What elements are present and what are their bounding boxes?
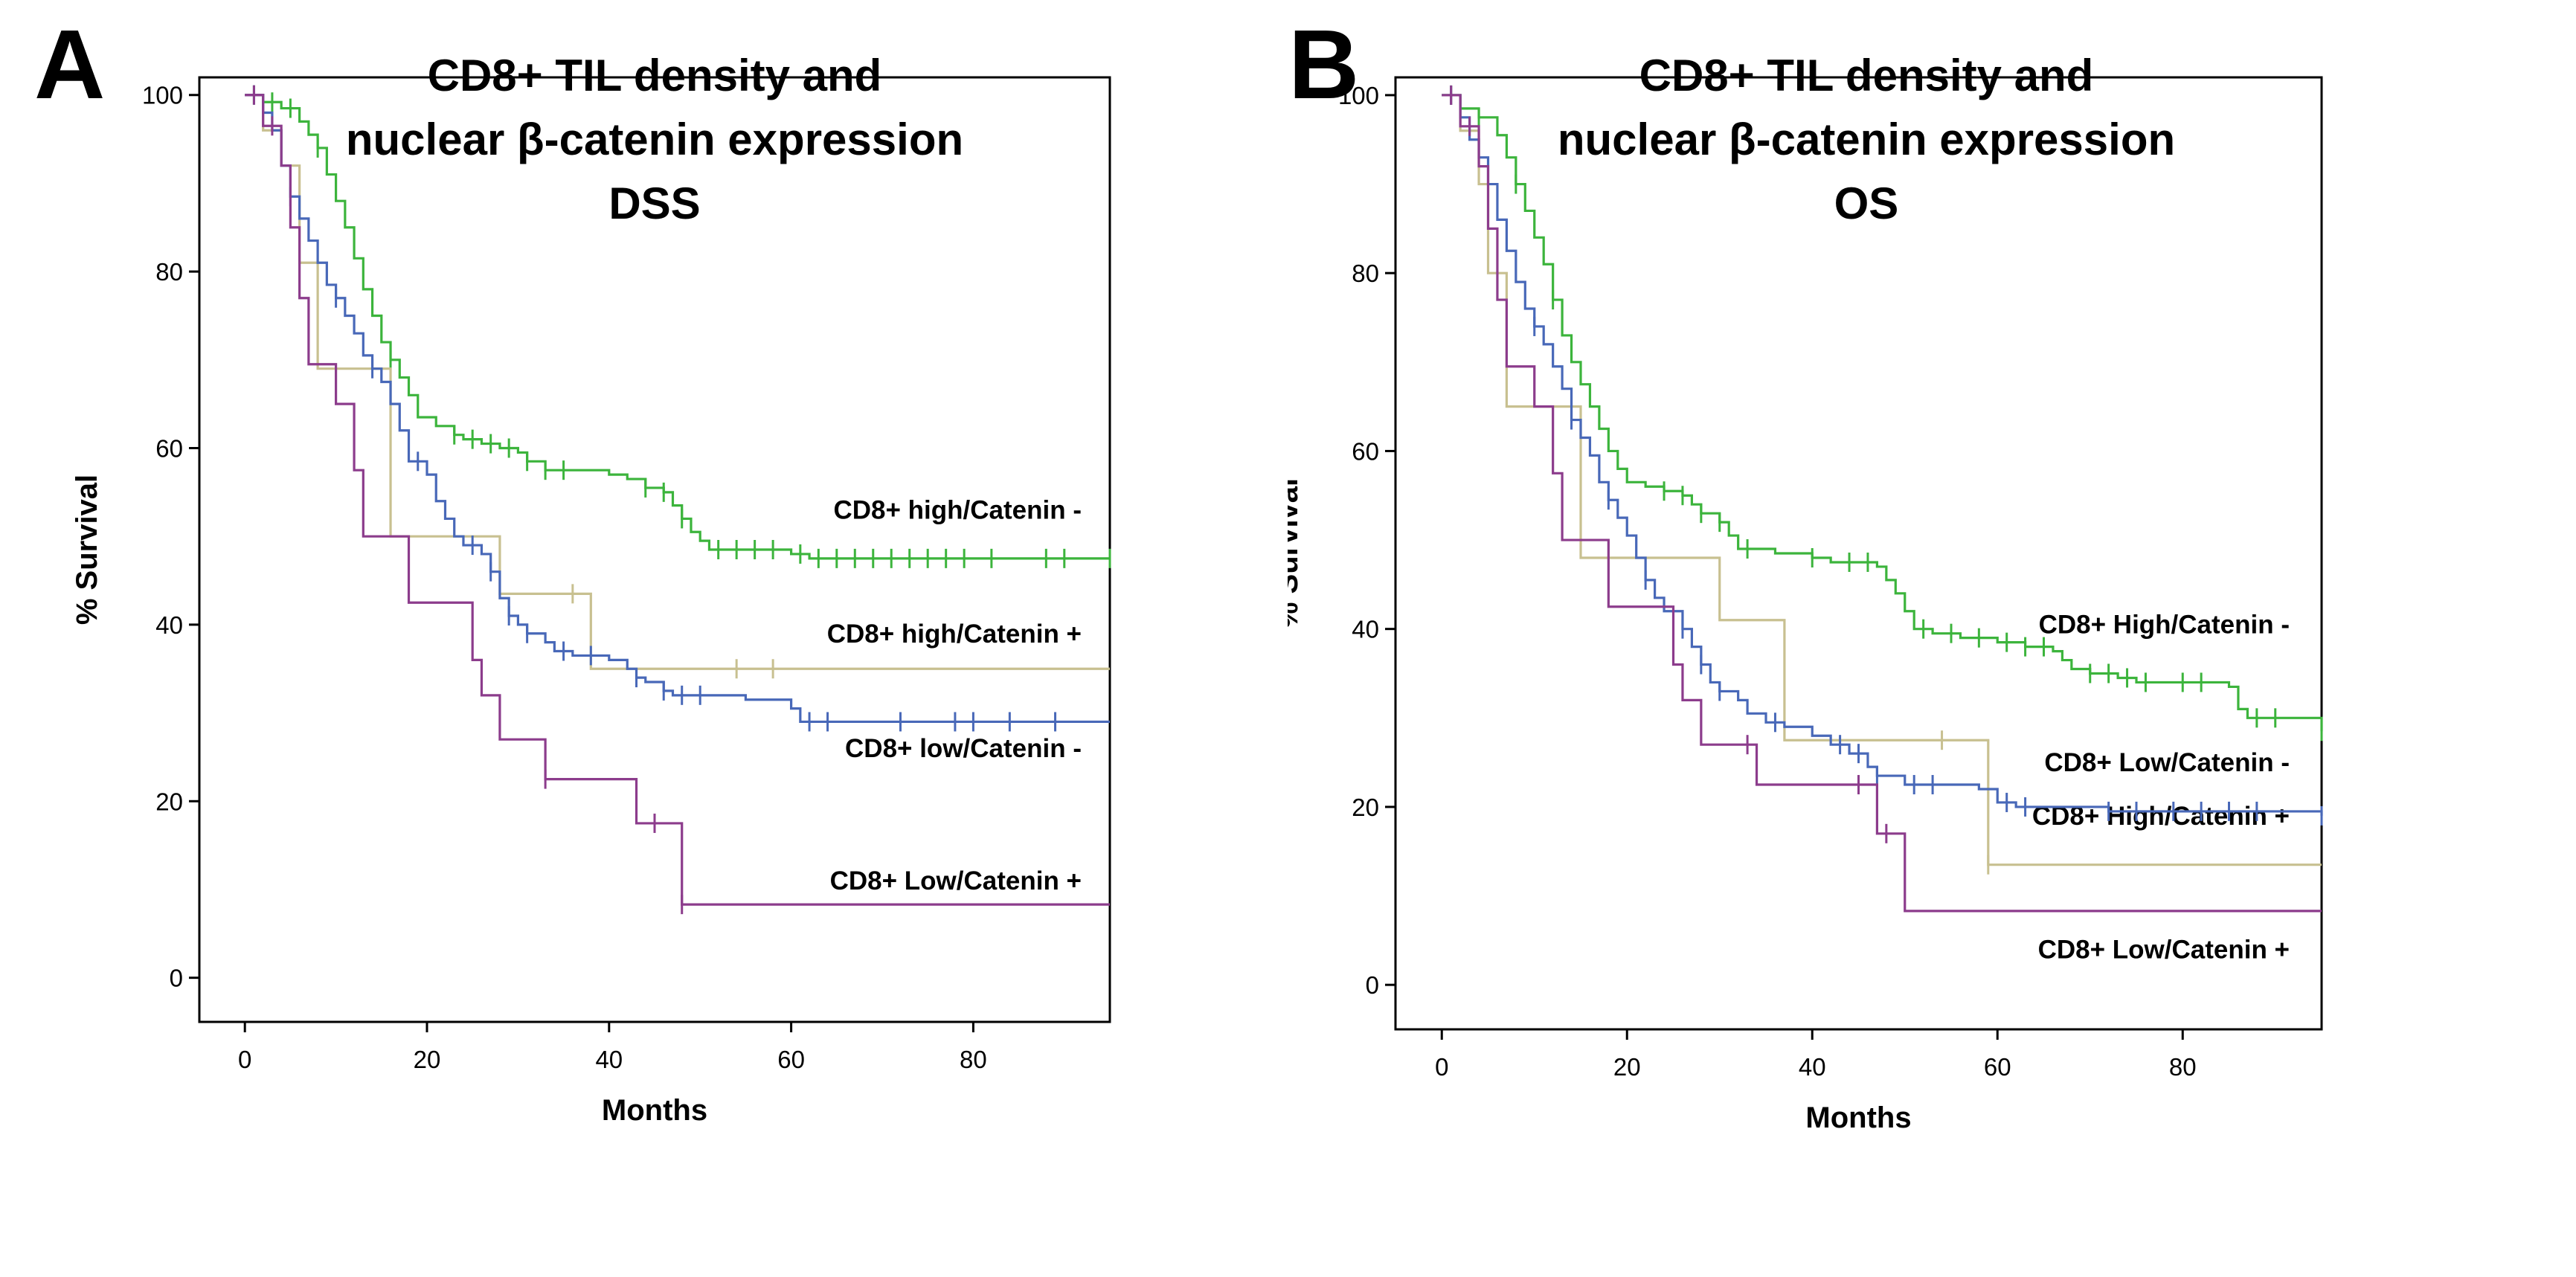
panel-a-title-line-1: CD8+ TIL density and bbox=[428, 51, 882, 100]
panel-b-chart: B 0 20 40 60 80 0 20 40 60 80 100 Months % Survival CD… bbox=[1288, 10, 2323, 1134]
panel-b-y-tick-label: 40 bbox=[1352, 616, 1379, 643]
panel-a-x-axis-label: Months bbox=[602, 1094, 707, 1127]
panel-b-x-tick-label: 0 bbox=[1435, 1053, 1448, 1081]
panel-a-title-line-3: DSS bbox=[608, 178, 700, 228]
panel-b-title-line-3: OS bbox=[1834, 178, 1899, 228]
panel-a-letter: A bbox=[34, 10, 105, 119]
panel-a-y-tick-label: 20 bbox=[155, 788, 183, 815]
panel-a-x-tick-label: 0 bbox=[238, 1046, 251, 1073]
panel-b-x-axis-label: Months bbox=[1805, 1101, 1911, 1134]
panel-b-x-tick-label: 40 bbox=[1799, 1053, 1826, 1081]
panel-b-y-tick-label: 20 bbox=[1352, 794, 1379, 821]
panel-b-y-tick-label: 0 bbox=[1366, 971, 1379, 999]
panel-a-y-tick-label: 80 bbox=[155, 258, 183, 286]
panel-b-curve-4 bbox=[1442, 94, 2322, 913]
panel-a-series-label-4: CD8+ Low/Catenin + bbox=[830, 866, 1082, 895]
panel-b-x-tick-label: 80 bbox=[2169, 1053, 2197, 1081]
panel-a-series-label-2: CD8+ high/Catenin + bbox=[827, 620, 1082, 649]
panel-b-y-tick-label: 80 bbox=[1352, 260, 1379, 287]
panel-b-y-tick-label: 100 bbox=[1338, 82, 1379, 109]
panel-a-y-tick-label: 40 bbox=[155, 611, 183, 639]
panel-a-y-axis-label: % Survival bbox=[71, 475, 103, 625]
panel-a-chart: A 0 20 40 60 80 0 20 40 60 80 100 Months % Survival CD… bbox=[34, 10, 1111, 1127]
panel-b-title-line-1: CD8+ TIL density and bbox=[1639, 51, 2094, 100]
panel-a-x-tick-label: 40 bbox=[595, 1046, 623, 1073]
panel-a-series-label-3: CD8+ low/Catenin - bbox=[845, 734, 1082, 763]
panel-b-plot-frame bbox=[1394, 76, 2323, 1031]
panel-b-series-label-1: CD8+ High/Catenin - bbox=[2039, 611, 2290, 640]
panel-a-y-tick-label: 100 bbox=[142, 82, 183, 109]
panel-a-y-tick-label: 60 bbox=[155, 435, 183, 463]
panel-b-title-line-2: nuclear β-catenin expression bbox=[1558, 115, 2175, 164]
panel-b-letter: B bbox=[1288, 10, 1359, 119]
panel-a-x-tick-label: 20 bbox=[414, 1046, 441, 1073]
panel-a-series-label-1: CD8+ high/Catenin - bbox=[834, 496, 1082, 525]
panel-b-curve-1 bbox=[1442, 94, 2323, 732]
panel-b-y-tick-label: 60 bbox=[1352, 437, 1379, 465]
panel-b-x-tick-label: 20 bbox=[1613, 1053, 1641, 1081]
panel-a-y-tick-label: 0 bbox=[170, 965, 183, 992]
panel-b-x-tick-label: 60 bbox=[1984, 1053, 2011, 1081]
panel-b-series-label-3: CD8+ Low/Catenin - bbox=[2044, 748, 2290, 777]
panel-b-series-label-4: CD8+ Low/Catenin + bbox=[2038, 935, 2290, 964]
panel-a-title-line-2: nuclear β-catenin expression bbox=[346, 115, 963, 164]
panel-a-x-tick-label: 60 bbox=[777, 1046, 805, 1073]
panel-a-x-tick-label: 80 bbox=[960, 1046, 987, 1073]
panel-b-y-axis-label: % Survival bbox=[1288, 478, 1304, 628]
panel-a-curve-1 bbox=[245, 94, 1110, 560]
panel-b-curve-3 bbox=[1442, 94, 2323, 816]
